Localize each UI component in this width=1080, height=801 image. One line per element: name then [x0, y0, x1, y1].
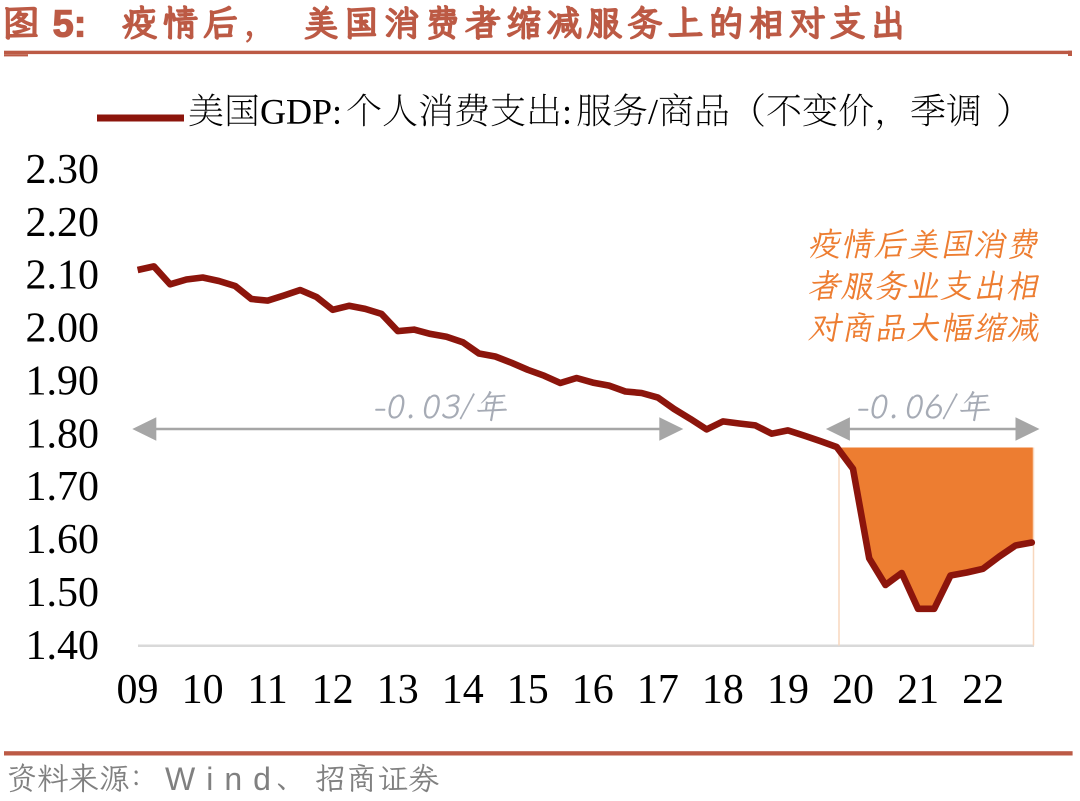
svg-text:10: 10: [182, 667, 224, 713]
svg-text:Wind: Wind: [165, 761, 282, 797]
svg-text:1.90: 1.90: [26, 359, 100, 405]
svg-text:20: 20: [832, 667, 874, 713]
svg-text:1.40: 1.40: [26, 623, 100, 669]
svg-text:15: 15: [507, 667, 549, 713]
svg-text:09: 09: [117, 667, 159, 713]
svg-text:16: 16: [572, 667, 614, 713]
svg-text:1.50: 1.50: [26, 570, 100, 616]
svg-text:13: 13: [377, 667, 419, 713]
svg-text:1.80: 1.80: [26, 411, 100, 457]
svg-text:22: 22: [962, 667, 1004, 713]
svg-text:2.30: 2.30: [26, 147, 100, 193]
svg-text:14: 14: [442, 667, 484, 713]
svg-text:1.70: 1.70: [26, 464, 100, 510]
svg-text:1.60: 1.60: [26, 517, 100, 563]
svg-text:17: 17: [637, 667, 679, 713]
svg-text:19: 19: [767, 667, 809, 713]
svg-text:2.20: 2.20: [26, 200, 100, 246]
svg-text:2.00: 2.00: [26, 306, 100, 352]
svg-text:18: 18: [702, 667, 744, 713]
svg-text:12: 12: [312, 667, 354, 713]
svg-text:2.10: 2.10: [26, 253, 100, 299]
svg-text:21: 21: [897, 667, 939, 713]
svg-text:11: 11: [247, 667, 287, 713]
